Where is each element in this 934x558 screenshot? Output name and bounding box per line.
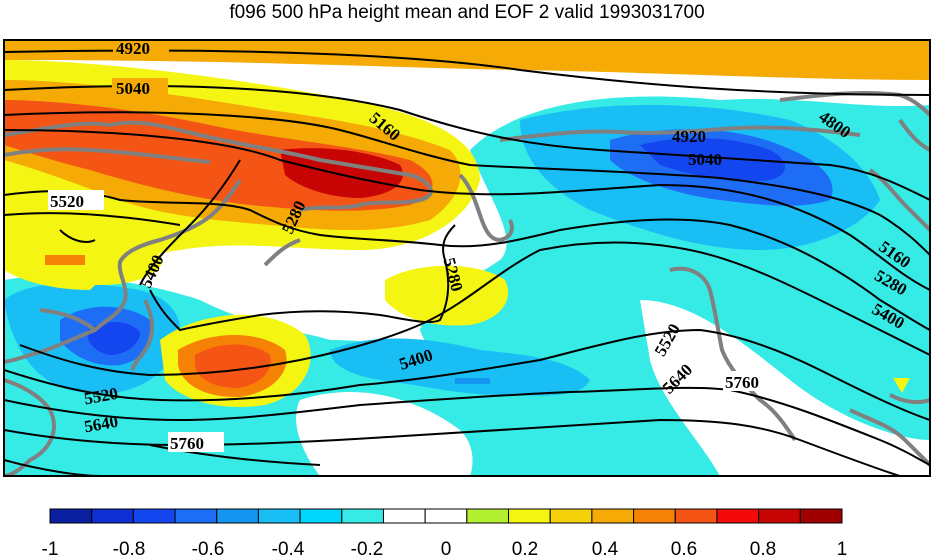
colorbar-swatch xyxy=(341,508,384,524)
contour-label: 5520 xyxy=(50,192,84,211)
field-orange-north xyxy=(4,40,930,80)
colorbar-tick-label: 0 xyxy=(441,539,452,558)
colorbar-swatch xyxy=(49,508,93,524)
contour-label: 5040 xyxy=(116,79,150,98)
field-red-south xyxy=(195,344,271,388)
coastlines xyxy=(4,90,930,476)
colorbar-swatch xyxy=(716,508,760,524)
colorbar-tick-label: 0.4 xyxy=(592,539,619,558)
colorbar-tick-label: -0.8 xyxy=(113,539,146,558)
map-title: f096 500 hPa height mean and EOF 2 valid… xyxy=(229,2,705,23)
colorbar-swatch xyxy=(174,508,218,524)
colorbar-swatch xyxy=(466,508,510,524)
colorbar-swatch xyxy=(424,508,468,524)
field-blue-spot xyxy=(455,378,490,384)
colorbar-swatch xyxy=(633,508,676,524)
colorbar-tick-label: 1 xyxy=(837,539,848,558)
colorbar-swatch xyxy=(91,508,134,524)
colorbar-swatch xyxy=(674,508,718,524)
colorbar-tick-label: 0.2 xyxy=(512,539,538,558)
field-darkred-northwest xyxy=(280,148,404,198)
field-dark-blue-east xyxy=(640,138,785,182)
colorbar-tick-label: 0.6 xyxy=(671,539,697,558)
colorbar-tick-label: -0.4 xyxy=(272,539,305,558)
shaded-field: 4920 5040 5160 5280 5520 5400 5280 4920 … xyxy=(4,39,930,476)
field-orange-blob-west xyxy=(45,255,85,265)
height-contours xyxy=(4,49,930,476)
contour-label: 4920 xyxy=(116,39,150,58)
colorbar-swatch xyxy=(799,508,843,524)
colorbar-swatch xyxy=(299,508,343,524)
colorbar-tick-label: -0.6 xyxy=(192,539,225,558)
field-white-gap xyxy=(296,391,473,476)
map-frame xyxy=(3,39,931,477)
colorbar-swatch xyxy=(758,508,801,524)
field-dark-blue-west xyxy=(87,321,140,355)
colorbar-tick-label: 0.8 xyxy=(750,539,776,558)
field-yellow-spot-east xyxy=(893,378,910,393)
colorbar-swatch xyxy=(549,508,593,524)
colorbar-swatch xyxy=(257,508,301,524)
colorbar-swatch xyxy=(508,508,551,524)
colorbar-ticks: -1 -0.8 -0.6 -0.4 -0.2 0 0.2 0.4 0.6 0.8… xyxy=(42,539,848,558)
colorbar-tick-label: -1 xyxy=(42,539,59,558)
colorbar-swatch xyxy=(382,508,426,524)
colorbar-swatch xyxy=(216,508,259,524)
colorbar-swatch xyxy=(591,508,635,524)
contour-label: 5040 xyxy=(688,150,722,169)
colorbar xyxy=(49,508,843,524)
colorbar-tick-label: -0.2 xyxy=(351,539,384,558)
colorbar-swatch xyxy=(132,508,176,524)
contour-label: 5760 xyxy=(170,434,204,453)
contour-label: 5760 xyxy=(725,373,759,392)
contour-label: 4920 xyxy=(672,127,706,146)
